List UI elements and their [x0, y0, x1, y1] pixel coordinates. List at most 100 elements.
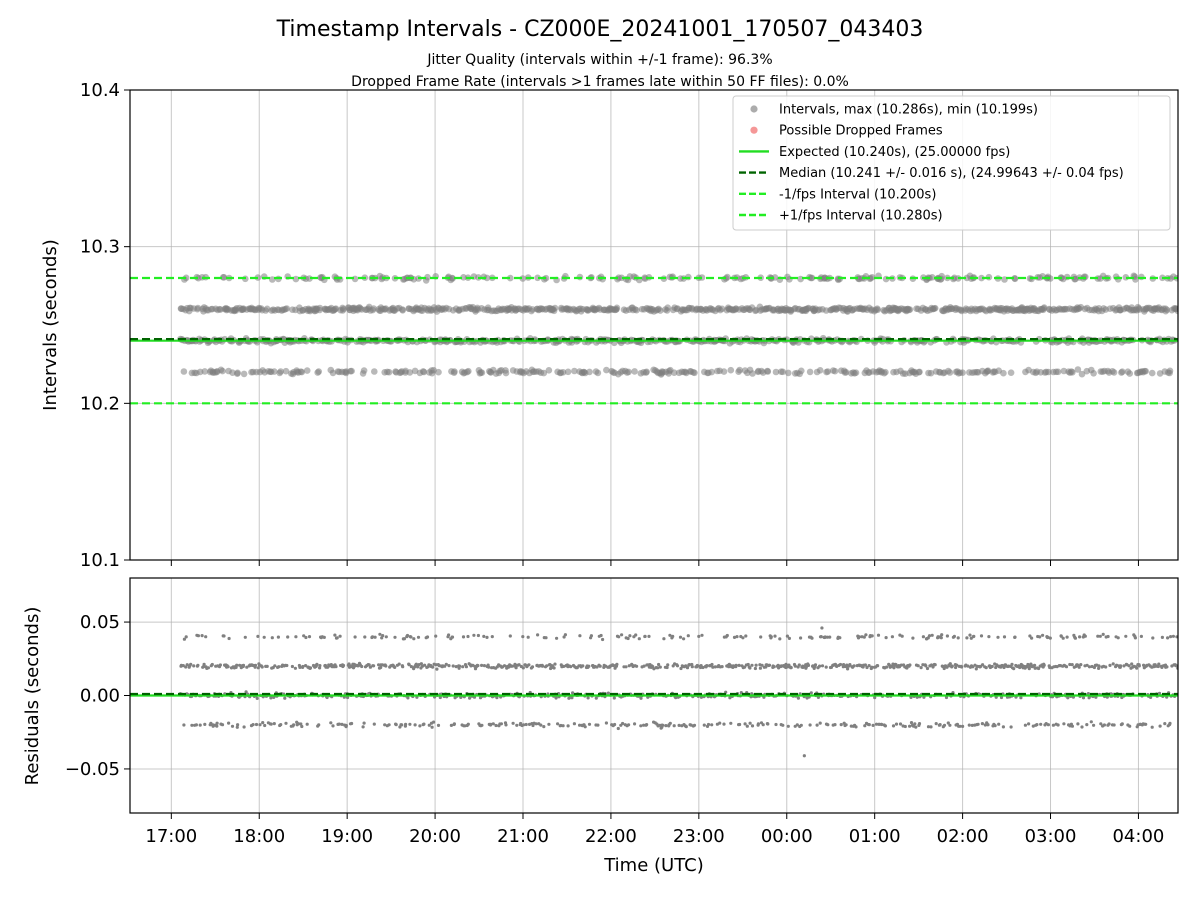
residual-point	[711, 665, 715, 669]
residual-point	[539, 723, 543, 727]
residual-point	[921, 663, 925, 667]
residual-point	[335, 636, 339, 640]
residual-point	[967, 723, 971, 727]
residual-point	[542, 725, 546, 729]
residual-point	[621, 721, 625, 726]
residual-point	[769, 635, 773, 639]
residual-point	[461, 635, 466, 639]
residual-point	[545, 664, 549, 668]
residual-point	[702, 723, 706, 727]
interval-point	[1045, 368, 1052, 376]
residual-point	[616, 726, 620, 731]
residual-point	[1102, 723, 1106, 727]
residual-point	[427, 723, 431, 727]
residual-point	[1000, 663, 1004, 668]
residual-point	[745, 724, 749, 728]
interval-point	[1110, 369, 1118, 376]
residual-point	[284, 721, 288, 725]
residual-point	[373, 635, 377, 639]
interval-point	[545, 367, 553, 374]
residual-point	[759, 635, 763, 639]
residual-point	[1111, 662, 1115, 666]
residual-point	[1099, 722, 1103, 726]
residual-point	[952, 634, 957, 639]
interval-point	[1007, 369, 1015, 377]
residual-point	[1168, 721, 1172, 726]
residual-point	[913, 722, 917, 726]
interval-point	[269, 276, 276, 283]
residual-point	[734, 663, 738, 667]
residual-point	[748, 721, 752, 725]
residual-point	[987, 635, 991, 639]
residual-point	[939, 636, 943, 640]
residual-point	[552, 666, 556, 670]
interval-point	[978, 274, 985, 282]
residual-point	[961, 724, 965, 729]
residual-point	[480, 663, 484, 668]
residual-point	[485, 635, 489, 640]
residual-point	[409, 665, 413, 669]
residual-point	[637, 637, 641, 641]
residual-point	[863, 663, 868, 667]
residual-point	[405, 633, 410, 638]
residual-point	[254, 722, 259, 727]
interval-point	[691, 369, 698, 377]
residual-point	[1085, 663, 1089, 667]
residual-point	[690, 665, 694, 669]
interval-point	[916, 368, 923, 376]
residual-point	[999, 695, 1004, 700]
residual-point	[921, 635, 926, 639]
residual-point	[971, 665, 975, 669]
residual-point	[472, 633, 476, 637]
residual-point	[642, 664, 646, 668]
interval-point	[631, 368, 638, 375]
residual-point	[235, 725, 239, 729]
residual-point	[729, 721, 733, 725]
residual-point	[958, 724, 962, 728]
residual-point	[615, 662, 619, 667]
residual-point	[695, 663, 699, 668]
residual-point	[447, 633, 451, 637]
residual-point	[416, 635, 421, 639]
residual-point	[942, 723, 947, 727]
residual-point	[1115, 663, 1119, 667]
residual-point	[236, 723, 240, 727]
residual-point	[292, 723, 296, 727]
residual-point	[984, 666, 988, 670]
residual-point	[968, 633, 972, 637]
interval-point	[420, 368, 428, 376]
residual-point	[1064, 665, 1069, 669]
residual-point	[1051, 723, 1055, 727]
residual-point	[1010, 662, 1014, 667]
residual-point	[1128, 724, 1132, 728]
interval-point	[798, 367, 805, 375]
residual-point	[353, 635, 357, 639]
residual-point	[300, 724, 304, 729]
residual-point	[583, 725, 587, 729]
interval-point	[348, 367, 355, 375]
interval-point	[633, 306, 640, 314]
intervals-panel: 10.1 10.2 10.3 10.4 Intervals (seconds) Int…	[40, 80, 1179, 571]
residual-point	[697, 634, 701, 639]
residual-point	[883, 724, 888, 728]
residual-point	[256, 634, 260, 639]
interval-point	[882, 368, 889, 376]
residual-point	[1070, 724, 1074, 728]
residual-point	[750, 724, 755, 728]
residual-point	[956, 636, 960, 640]
residual-point	[1130, 662, 1134, 666]
residual-point	[758, 666, 763, 670]
residual-point	[277, 665, 281, 669]
residual-point	[586, 696, 590, 700]
residual-point	[476, 664, 480, 668]
residual-point	[196, 663, 200, 667]
residual-point	[1107, 722, 1111, 726]
residual-point	[627, 664, 631, 668]
residual-point	[432, 720, 436, 724]
residual-point	[809, 691, 813, 695]
residual-point	[361, 725, 365, 729]
residual-point	[940, 633, 944, 637]
residual-point	[578, 723, 582, 727]
residual-point	[383, 723, 387, 727]
